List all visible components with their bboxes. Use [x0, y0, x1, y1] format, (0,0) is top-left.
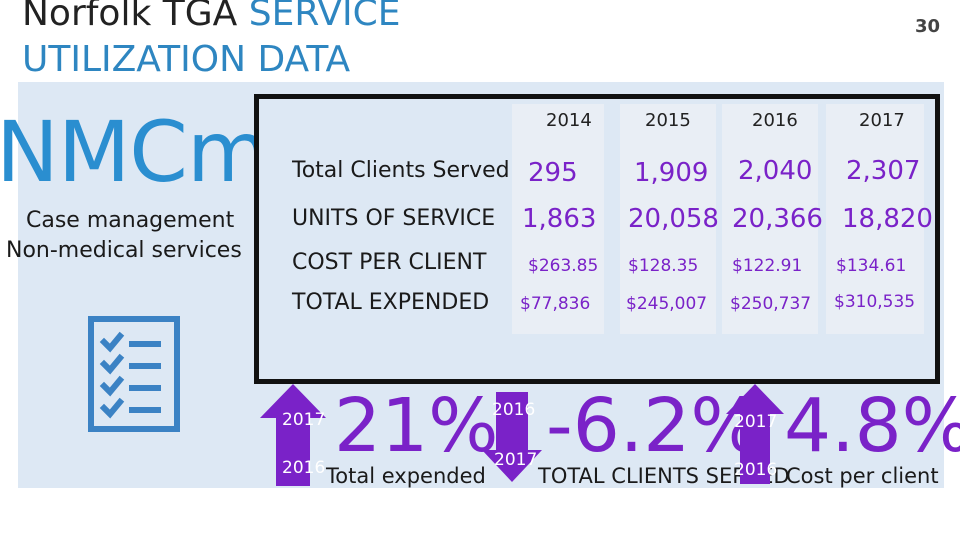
table-cell: 1,863	[522, 204, 597, 234]
slide-number: 30	[914, 16, 940, 37]
row-label-expended: TOTAL EXPENDED	[292, 290, 490, 315]
slide-title: Norfolk TGA SERVICE	[22, 0, 401, 34]
title-part-2: SERVICE	[248, 0, 401, 34]
down-arrow-icon	[482, 392, 542, 482]
change-percent: 21%	[334, 383, 499, 469]
change-caption: Cost per client	[786, 464, 939, 488]
table-cell: 18,820	[842, 204, 933, 234]
year-header: 2015	[645, 110, 691, 131]
up-arrow-icon	[260, 384, 326, 486]
table-cell: $77,836	[520, 294, 591, 314]
table-cell: $310,535	[834, 292, 916, 312]
program-name: NMCm	[0, 103, 269, 201]
up-arrow-icon	[726, 384, 784, 484]
column-bg-2016	[722, 104, 818, 334]
table-cell: $122.91	[732, 256, 803, 276]
change-percent: 4.8%	[784, 383, 960, 469]
change-year-top: 2017	[734, 412, 778, 432]
row-label-cost: COST PER CLIENT	[292, 250, 487, 275]
year-header: 2017	[859, 110, 905, 131]
column-bg-2014	[512, 104, 604, 334]
change-caption: Total expended	[326, 464, 486, 488]
change-year-bottom: 2016	[734, 460, 778, 480]
year-header: 2014	[546, 110, 592, 131]
table-cell: 2,040	[738, 156, 813, 186]
row-label-clients: Total Clients Served	[292, 158, 510, 183]
table-cell: $250,737	[730, 294, 812, 314]
column-bg-2017	[826, 104, 924, 334]
table-cell: 20,366	[732, 204, 823, 234]
column-bg-2015	[620, 104, 716, 334]
change-percent: -6.2%	[546, 383, 761, 469]
change-year-bottom: 2016	[282, 458, 326, 478]
change-year-top: 2017	[282, 410, 326, 430]
checklist-icon	[88, 316, 180, 432]
table-cell: 295	[528, 158, 578, 188]
table-cell: $128.35	[628, 256, 699, 276]
program-line-1: Case management	[26, 208, 235, 233]
table-cell: $263.85	[528, 256, 599, 276]
program-line-2: Non-medical services	[6, 238, 242, 263]
table-cell: $134.61	[836, 256, 907, 276]
year-header: 2016	[752, 110, 798, 131]
row-label-units: UNITS OF SERVICE	[292, 206, 496, 231]
change-year-bottom: 2017	[494, 450, 538, 470]
table-cell: 1,909	[634, 158, 709, 188]
change-year-top: 2016	[492, 400, 536, 420]
slide-title-line-2: UTILIZATION DATA	[22, 39, 351, 80]
table-cell: 20,058	[628, 204, 719, 234]
title-part-1: Norfolk TGA	[22, 0, 238, 34]
table-cell: $245,007	[626, 294, 708, 314]
table-cell: 2,307	[846, 156, 921, 186]
